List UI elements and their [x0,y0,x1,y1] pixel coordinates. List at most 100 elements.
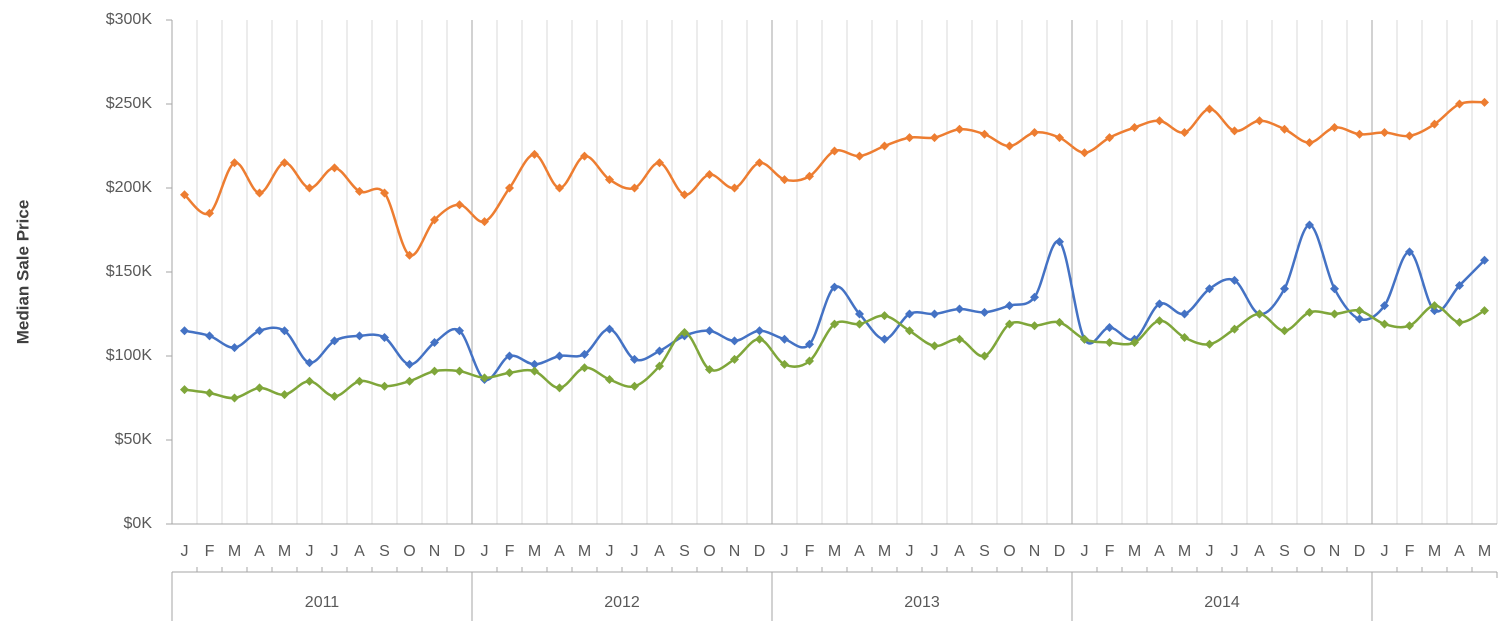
x-tick-label: S [379,543,390,560]
data-point [705,364,714,374]
data-point [1280,284,1289,294]
data-point [205,331,214,341]
x-tick-label: J [631,543,639,560]
data-point [505,368,514,378]
data-point [905,133,914,143]
data-point [1280,124,1289,134]
y-tick-label: $200K [106,179,153,196]
data-point [555,351,564,361]
data-point [355,376,364,386]
data-point [1055,133,1064,143]
data-point [1430,306,1439,316]
data-point [255,326,264,336]
data-point [880,334,889,344]
data-point [780,334,789,344]
data-point [205,388,214,398]
data-point [755,158,764,168]
x-tick-label: F [205,543,215,560]
x-tick-label: M [278,543,291,560]
data-point [505,183,514,193]
data-point [1130,338,1139,348]
x-tick-label: D [1354,543,1366,560]
data-point [1030,128,1039,138]
data-point [830,282,839,292]
data-point [205,208,214,218]
x-tick-label: M [1428,543,1441,560]
data-point [1280,326,1289,336]
group-label: 2011 [305,594,340,611]
data-point [580,363,589,373]
data-point [905,309,914,319]
data-point [930,133,939,143]
data-point [780,175,789,185]
x-tick-label: N [1029,543,1041,560]
y-tick-label: $50K [115,431,153,448]
data-point [1405,131,1414,141]
data-point [1355,129,1364,139]
data-point [1080,334,1089,344]
data-point [1205,339,1214,349]
y-tick-label: $250K [106,95,153,112]
data-point [855,151,864,161]
x-tick-label: A [254,543,265,560]
data-point [1005,301,1014,311]
x-tick-label: J [1231,543,1239,560]
data-point [1380,128,1389,138]
data-point [730,336,739,346]
x-tick-label: A [854,543,865,560]
series-line [184,223,1486,382]
data-point [455,326,464,336]
data-point [1130,123,1139,133]
data-point [330,391,339,401]
y-tick-label: $100K [106,347,153,364]
data-point [780,359,789,369]
data-point [505,351,514,361]
data-point [930,309,939,319]
data-point [1480,97,1489,107]
x-tick-label: J [331,543,339,560]
x-tick-label: J [781,543,789,560]
data-point [680,190,689,200]
data-point [605,175,614,185]
x-tick-label: N [729,543,741,560]
data-point [805,171,814,181]
data-point [430,366,439,376]
data-point [1430,119,1439,129]
x-tick-label: O [403,543,415,560]
data-point [530,366,539,376]
x-tick-label: A [354,543,365,560]
data-point [355,331,364,341]
y-tick-label: $300K [106,11,153,28]
data-point [1330,309,1339,319]
data-point [330,336,339,346]
data-point [705,170,714,180]
data-point [1305,307,1314,317]
x-tick-label: M [878,543,891,560]
data-point [655,346,664,356]
data-point [630,381,639,391]
x-tick-label: M [1178,543,1191,560]
data-point [1030,292,1039,302]
group-label: 2012 [604,594,640,611]
data-point [730,354,739,364]
data-point [455,200,464,210]
x-tick-label: M [578,543,591,560]
data-point [1230,324,1239,334]
x-tick-label: A [1454,543,1465,560]
data-point [1180,128,1189,138]
x-tick-label: O [703,543,715,560]
x-tick-label: J [481,543,489,560]
x-tick-label: A [1154,543,1165,560]
x-tick-label: N [1329,543,1341,560]
data-point [305,183,314,193]
x-tick-label: F [505,543,515,560]
data-point [630,183,639,193]
data-point [555,383,564,393]
data-point [1330,123,1339,133]
data-point [1455,280,1464,290]
data-point [880,141,889,151]
x-tick-label: O [1303,543,1315,560]
x-tick-label: S [979,543,990,560]
data-point [705,326,714,336]
